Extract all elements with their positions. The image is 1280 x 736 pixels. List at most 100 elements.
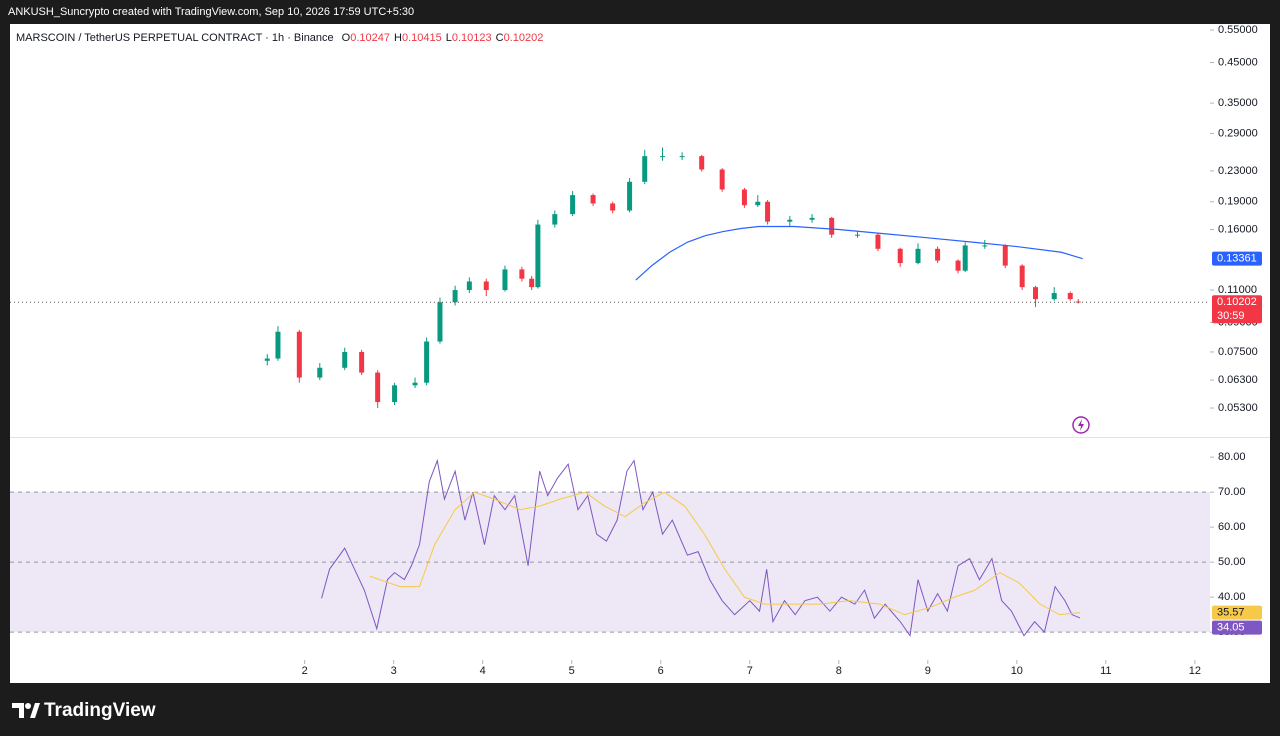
y-tick-label: 0.35000 <box>1218 97 1258 109</box>
rsi-value-label: 34.05 <box>1217 622 1245 634</box>
header: ANKUSH_Suncrypto created with TradingVie… <box>8 6 414 18</box>
candle-body <box>699 156 705 170</box>
candle-body <box>1002 245 1008 266</box>
countdown: 30:59 <box>1217 310 1245 322</box>
y-tick-label: 0.19000 <box>1218 196 1258 208</box>
y-tick-label: 70.00 <box>1218 486 1246 498</box>
candle-body <box>741 189 747 206</box>
candle-body <box>962 245 968 271</box>
candle-body <box>642 156 648 182</box>
ma-price-box <box>1212 251 1262 266</box>
ma-price-label: 0.13361 <box>1217 253 1257 265</box>
candle-body <box>437 302 443 342</box>
candle-body <box>570 195 576 215</box>
candle-body <box>519 269 525 279</box>
candle-body <box>935 248 941 261</box>
candle-body <box>412 382 418 386</box>
candle-body <box>1051 293 1057 300</box>
x-tick-label: 10 <box>1011 665 1023 677</box>
ohlc-value: 0.10247 <box>350 32 390 44</box>
logo-mark <box>25 703 31 709</box>
candle-body <box>829 217 835 235</box>
ohlc-letter: O <box>342 32 351 44</box>
x-tick-label: 5 <box>569 665 575 677</box>
rsi-line <box>321 458 1081 637</box>
candle-body <box>915 248 921 264</box>
ohlc-value: 0.10123 <box>452 32 492 44</box>
y-tick-label: 0.11000 <box>1218 284 1257 296</box>
candle-body <box>535 224 541 288</box>
rsi-value-box <box>1212 605 1262 620</box>
ohlc-value: 0.10415 <box>402 32 442 44</box>
candle-body <box>590 195 596 204</box>
ohlc-letter: C <box>496 32 504 44</box>
y-tick-label: 80.00 <box>1218 451 1246 463</box>
candle-body <box>296 331 302 378</box>
candle-body <box>1067 293 1073 300</box>
chart-title: MARSCOIN / TetherUS PERPETUAL CONTRACT ·… <box>16 32 543 44</box>
candle-body <box>552 214 558 225</box>
y-tick-label: 40.00 <box>1218 591 1246 603</box>
y-tick-label: 0.07500 <box>1218 346 1258 358</box>
logo-mark <box>30 703 40 718</box>
brand-name: TradingView <box>44 700 156 721</box>
ohlc-value: 0.10202 <box>504 32 544 44</box>
x-tick-label: 6 <box>658 665 664 677</box>
ohlc-letter: H <box>394 32 402 44</box>
last-price-box <box>1212 295 1262 324</box>
ohlc-letter: L <box>446 32 452 44</box>
y-tick-label: 0.06300 <box>1218 374 1258 386</box>
x-tick-label: 2 <box>302 665 308 677</box>
candle-body <box>719 169 725 190</box>
logo-mark <box>12 703 24 718</box>
rsi-value-box <box>1212 620 1262 635</box>
y-tick-label: 0.29000 <box>1218 127 1258 139</box>
alert-icon-bolt <box>1078 419 1084 431</box>
symbol-title: MARSCOIN / TetherUS PERPETUAL CONTRACT ·… <box>16 32 334 44</box>
x-tick-label: 4 <box>480 665 486 677</box>
candle-body <box>392 385 398 403</box>
candle-body <box>502 269 508 291</box>
candle-body <box>809 217 815 220</box>
candle-body <box>875 234 881 249</box>
candle-body <box>483 281 489 291</box>
x-tick-label: 12 <box>1189 665 1201 677</box>
candle-body <box>275 331 281 359</box>
candle-body <box>679 156 685 158</box>
y-tick-label: 0.16000 <box>1218 223 1258 235</box>
candle-body <box>1033 287 1039 300</box>
candle-body <box>424 341 430 383</box>
candle-body <box>1019 265 1025 288</box>
last-price-label: 0.10202 <box>1217 296 1257 308</box>
rsi-line <box>369 491 1081 616</box>
alert-icon[interactable] <box>1072 416 1090 434</box>
candle-body <box>955 260 961 271</box>
candle-body <box>610 203 616 211</box>
candle-body <box>897 248 903 264</box>
x-tick-label: 3 <box>391 665 397 677</box>
candle-body <box>466 281 472 291</box>
y-tick-label: 0.23000 <box>1218 165 1258 177</box>
candle-body <box>627 181 633 211</box>
x-tick-label: 9 <box>925 665 931 677</box>
candle-body <box>660 156 666 158</box>
y-tick-label: 0.45000 <box>1218 56 1258 68</box>
moving-average-line <box>635 225 1083 281</box>
candle-body <box>342 351 348 368</box>
y-tick-label: 0.05300 <box>1218 402 1258 414</box>
candle-body <box>317 367 323 378</box>
x-tick-label: 7 <box>747 665 753 677</box>
candle-body <box>755 201 761 206</box>
y-tick-label: 0.55000 <box>1218 24 1258 36</box>
candle-body <box>765 201 771 222</box>
candle-body <box>375 372 381 403</box>
brand-logo <box>12 703 40 718</box>
x-tick-label: 11 <box>1100 665 1111 677</box>
candle-body <box>787 219 793 222</box>
candle-body <box>264 358 270 361</box>
y-tick-label: 50.00 <box>1218 556 1246 568</box>
y-tick-label: 60.00 <box>1218 521 1246 533</box>
rsi-value-label: 35.57 <box>1217 607 1245 619</box>
candle-body <box>452 290 458 303</box>
